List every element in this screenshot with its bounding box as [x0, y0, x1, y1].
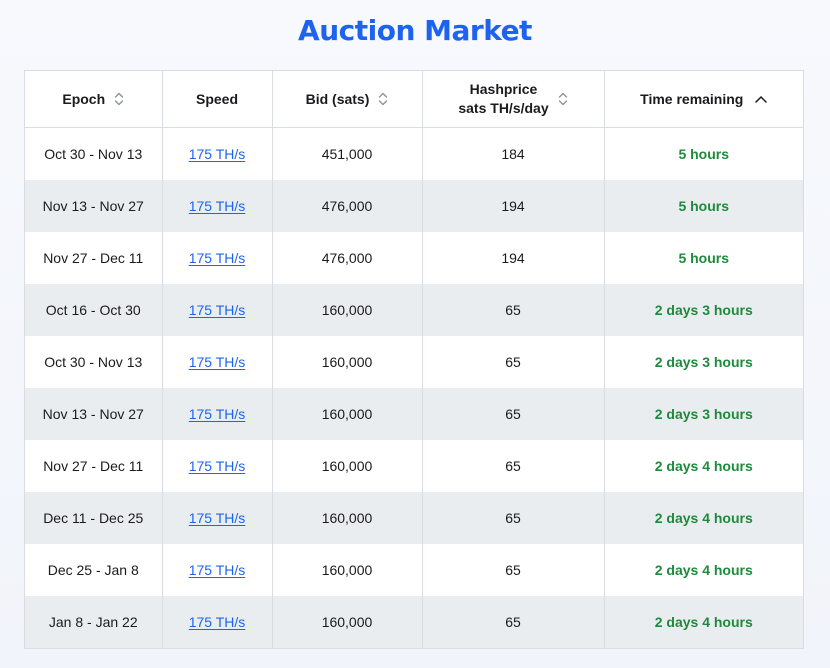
cell-bid: 451,000 — [272, 127, 423, 180]
cell-hashprice: 194 — [422, 180, 605, 232]
cell-bid: 160,000 — [272, 596, 423, 648]
table-row[interactable]: Nov 27 - Dec 11 175 TH/s 160,000 65 2 days 4… — [25, 440, 803, 492]
table-body: Oct 30 - Nov 13 175 TH/s 451,000 184 5 hours… — [25, 127, 803, 648]
cell-time-remaining: 5 hours — [678, 250, 730, 266]
cell-time-remaining: 2 days 4 hours — [604, 492, 803, 544]
table-row[interactable]: Dec 25 - Jan 8 175 TH/s 160,000 65 2 days 4 … — [25, 544, 803, 596]
column-header-time-remaining[interactable]: Time remaining — [604, 71, 803, 128]
cell-hashprice: 65 — [422, 596, 605, 648]
cell-speed: 175 TH/s — [162, 388, 273, 440]
table-row[interactable]: Nov 13 - Nov 27 175 TH/s 160,000 65 2 days 3… — [25, 388, 803, 440]
cell-speed: 175 TH/s — [162, 284, 273, 336]
cell-epoch: Dec 25 - Jan 8 — [25, 544, 163, 596]
cell-speed: 175 TH/s — [162, 596, 273, 648]
column-header-hashprice-label: Hashprice sats TH/s/day — [458, 80, 548, 118]
cell-bid: 160,000 — [272, 336, 423, 388]
cell-time-remaining: 2 days 3 hours — [654, 354, 753, 370]
speed-link[interactable]: 175 TH/s — [188, 562, 246, 578]
cell-epoch: Jan 8 - Jan 22 — [25, 596, 163, 648]
column-header-epoch[interactable]: Epoch — [25, 71, 163, 128]
cell-epoch: Nov 27 - Dec 11 — [25, 440, 163, 492]
sort-unsorted-icon[interactable] — [558, 92, 568, 106]
speed-link[interactable]: 175 TH/s — [188, 614, 246, 630]
cell-hashprice: 194 — [422, 232, 605, 284]
cell-bid: 160,000 — [272, 388, 423, 440]
sort-unsorted-icon[interactable] — [114, 92, 124, 106]
cell-bid: 476,000 — [272, 180, 423, 232]
cell-hashprice: 184 — [422, 127, 605, 180]
cell-bid: 476,000 — [272, 232, 423, 284]
cell-epoch: Oct 16 - Oct 30 — [25, 284, 163, 336]
column-header-bid-label: Bid (sats) — [305, 90, 370, 107]
table-row[interactable]: Dec 11 - Dec 25 175 TH/s 160,000 65 2 days 4… — [25, 492, 803, 544]
sort-ascending-icon[interactable] — [755, 95, 768, 103]
cell-hashprice: 65 — [422, 388, 605, 440]
column-header-bid[interactable]: Bid (sats) — [272, 71, 423, 128]
speed-link[interactable]: 175 TH/s — [188, 406, 246, 422]
cell-time-remaining: 5 hours — [678, 146, 730, 162]
cell-time-remaining: 2 days 4 hours — [654, 458, 753, 474]
sort-unsorted-icon[interactable] — [378, 92, 388, 106]
cell-epoch: Oct 30 - Nov 13 — [25, 127, 163, 180]
speed-link[interactable]: 175 TH/s — [188, 458, 246, 474]
speed-link[interactable]: 175 TH/s — [188, 146, 246, 162]
speed-link[interactable]: 175 TH/s — [188, 510, 246, 526]
table-row[interactable]: Oct 16 - Oct 30 175 TH/s 160,000 65 2 days 3… — [25, 284, 803, 336]
cell-epoch: Nov 27 - Dec 11 — [25, 232, 163, 284]
cell-speed: 175 TH/s — [162, 336, 273, 388]
cell-speed: 175 TH/s — [162, 544, 273, 596]
table-header-row: Epoch Speed Bid (sats) — [25, 71, 803, 128]
hashprice-label-line2: sats TH/s/day — [458, 100, 549, 116]
cell-hashprice: 65 — [422, 336, 605, 388]
cell-bid: 160,000 — [272, 284, 423, 336]
cell-time-remaining: 2 days 4 hours — [604, 596, 803, 648]
column-header-speed: Speed — [162, 71, 273, 128]
cell-bid: 160,000 — [272, 544, 423, 596]
cell-hashprice: 65 — [422, 440, 605, 492]
table-row[interactable]: Oct 30 - Nov 13 175 TH/s 160,000 65 2 days 3… — [25, 336, 803, 388]
hashprice-label-line1: Hashprice — [469, 81, 538, 97]
cell-hashprice: 65 — [422, 492, 605, 544]
auction-table-container: Epoch Speed Bid (sats) — [24, 70, 804, 649]
cell-bid: 160,000 — [272, 492, 423, 544]
speed-link[interactable]: 175 TH/s — [188, 354, 246, 370]
column-header-speed-label: Speed — [195, 90, 238, 107]
cell-epoch: Nov 13 - Nov 27 — [25, 388, 163, 440]
column-header-hashprice[interactable]: Hashprice sats TH/s/day — [422, 71, 605, 128]
cell-epoch: Dec 11 - Dec 25 — [25, 492, 163, 544]
auction-table: Epoch Speed Bid (sats) — [25, 71, 803, 648]
speed-link[interactable]: 175 TH/s — [188, 302, 246, 318]
column-header-epoch-label: Epoch — [62, 90, 106, 107]
speed-link[interactable]: 175 TH/s — [188, 250, 246, 266]
cell-speed: 175 TH/s — [162, 492, 273, 544]
cell-speed: 175 TH/s — [162, 127, 273, 180]
cell-time-remaining: 5 hours — [604, 180, 803, 232]
column-header-time-remaining-label: Time remaining — [640, 90, 744, 107]
cell-hashprice: 65 — [422, 544, 605, 596]
cell-hashprice: 65 — [422, 284, 605, 336]
table-row[interactable]: Oct 30 - Nov 13 175 TH/s 451,000 184 5 hours — [25, 127, 803, 180]
cell-speed: 175 TH/s — [162, 180, 273, 232]
table-row[interactable]: Nov 27 - Dec 11 175 TH/s 476,000 194 5 hours — [25, 232, 803, 284]
cell-epoch: Nov 13 - Nov 27 — [25, 180, 163, 232]
page-title: Auction Market — [298, 14, 532, 47]
table-row[interactable]: Jan 8 - Jan 22 175 TH/s 160,000 65 2 days 4 … — [25, 596, 803, 648]
cell-speed: 175 TH/s — [162, 440, 273, 492]
cell-speed: 175 TH/s — [162, 232, 273, 284]
table-row[interactable]: Nov 13 - Nov 27 175 TH/s 476,000 194 5 hours — [25, 180, 803, 232]
cell-time-remaining: 2 days 3 hours — [604, 284, 803, 336]
cell-time-remaining: 2 days 3 hours — [604, 388, 803, 440]
cell-epoch: Oct 30 - Nov 13 — [25, 336, 163, 388]
cell-time-remaining: 2 days 4 hours — [654, 562, 753, 578]
speed-link[interactable]: 175 TH/s — [188, 198, 246, 214]
cell-bid: 160,000 — [272, 440, 423, 492]
